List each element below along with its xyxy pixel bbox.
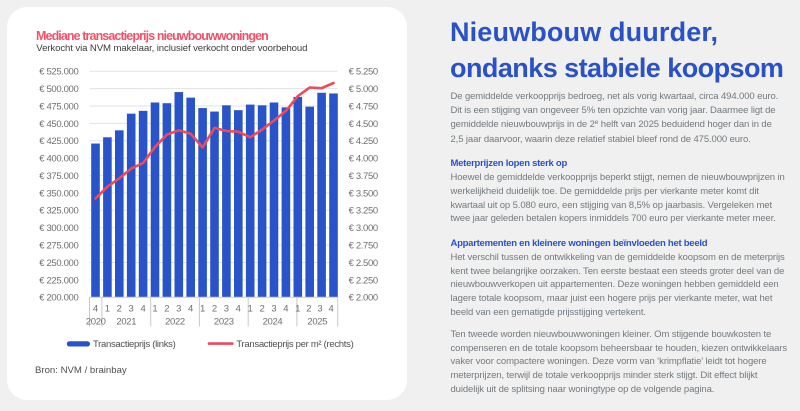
svg-text:2: 2 bbox=[306, 303, 311, 314]
svg-text:3: 3 bbox=[224, 303, 229, 314]
svg-text:2024: 2024 bbox=[263, 317, 283, 328]
svg-text:€ 200.000: € 200.000 bbox=[39, 293, 78, 304]
svg-text:2023: 2023 bbox=[214, 317, 234, 328]
svg-text:€ 3.500: € 3.500 bbox=[349, 188, 378, 199]
svg-text:3: 3 bbox=[271, 303, 276, 314]
svg-text:€ 4.000: € 4.000 bbox=[349, 154, 378, 165]
svg-text:€ 450.000: € 450.000 bbox=[39, 119, 78, 130]
svg-text:€ 475.000: € 475.000 bbox=[39, 101, 78, 112]
svg-text:2022: 2022 bbox=[165, 317, 185, 328]
svg-text:€ 375.000: € 375.000 bbox=[39, 171, 78, 182]
svg-text:2: 2 bbox=[259, 303, 264, 314]
svg-text:€ 500.000: € 500.000 bbox=[39, 84, 78, 95]
svg-text:3: 3 bbox=[317, 303, 322, 314]
svg-text:€ 525.000: € 525.000 bbox=[39, 67, 78, 78]
svg-text:€ 3.250: € 3.250 bbox=[349, 206, 378, 217]
svg-text:2021: 2021 bbox=[116, 317, 136, 328]
svg-text:€ 2.000: € 2.000 bbox=[349, 293, 378, 304]
svg-text:€ 275.000: € 275.000 bbox=[39, 241, 78, 252]
svg-text:Transactieprijs per m² (rechts: Transactieprijs per m² (rechts) bbox=[236, 339, 353, 350]
svg-text:4: 4 bbox=[93, 303, 98, 314]
svg-text:4: 4 bbox=[140, 303, 145, 314]
svg-text:€ 3.750: € 3.750 bbox=[349, 171, 378, 182]
svg-text:2025: 2025 bbox=[307, 317, 327, 328]
svg-text:4: 4 bbox=[283, 303, 288, 314]
svg-text:€ 225.000: € 225.000 bbox=[39, 275, 78, 286]
svg-text:4: 4 bbox=[328, 303, 333, 314]
svg-text:€ 4.250: € 4.250 bbox=[349, 136, 378, 147]
svg-text:€ 2.500: € 2.500 bbox=[349, 258, 378, 269]
svg-text:2020: 2020 bbox=[86, 317, 106, 328]
svg-text:3: 3 bbox=[129, 303, 134, 314]
svg-text:2: 2 bbox=[212, 303, 217, 314]
svg-text:Transactieprijs (links): Transactieprijs (links) bbox=[93, 339, 176, 350]
svg-text:€ 4.750: € 4.750 bbox=[349, 101, 378, 112]
svg-text:€ 5.250: € 5.250 bbox=[349, 67, 378, 78]
svg-text:4: 4 bbox=[188, 303, 193, 314]
svg-text:€ 425.000: € 425.000 bbox=[39, 136, 78, 147]
svg-text:€ 3.000: € 3.000 bbox=[349, 223, 378, 234]
svg-text:1: 1 bbox=[248, 303, 253, 314]
svg-text:1: 1 bbox=[200, 303, 205, 314]
svg-text:€ 400.000: € 400.000 bbox=[39, 154, 78, 165]
svg-text:€ 350.000: € 350.000 bbox=[39, 188, 78, 199]
svg-text:€ 2.750: € 2.750 bbox=[349, 241, 378, 252]
svg-text:€ 2.250: € 2.250 bbox=[349, 275, 378, 286]
svg-text:€ 4.500: € 4.500 bbox=[349, 119, 378, 130]
svg-text:2: 2 bbox=[117, 303, 122, 314]
svg-text:€ 250.000: € 250.000 bbox=[39, 258, 78, 269]
svg-text:4: 4 bbox=[236, 303, 241, 314]
svg-text:1: 1 bbox=[295, 303, 300, 314]
svg-text:1: 1 bbox=[152, 303, 157, 314]
svg-text:€ 5.000: € 5.000 bbox=[349, 84, 378, 95]
svg-text:€ 325.000: € 325.000 bbox=[39, 206, 78, 217]
svg-text:1: 1 bbox=[105, 303, 110, 314]
svg-text:3: 3 bbox=[176, 303, 181, 314]
svg-text:2: 2 bbox=[164, 303, 169, 314]
svg-text:€ 300.000: € 300.000 bbox=[39, 223, 78, 234]
